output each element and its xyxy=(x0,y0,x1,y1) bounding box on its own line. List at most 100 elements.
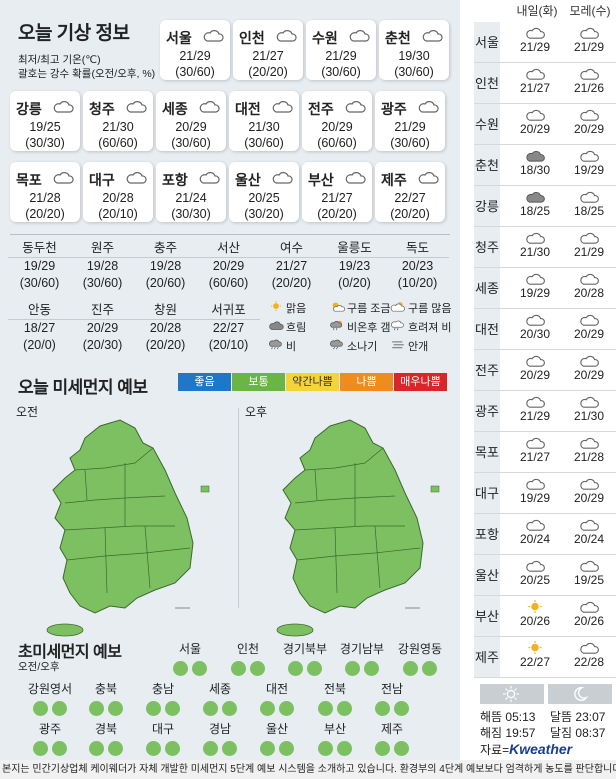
dot-am xyxy=(318,741,333,756)
forecast-city: 세종 xyxy=(474,268,500,309)
pop: (30/60) xyxy=(175,65,215,79)
temp: 19/25 xyxy=(29,120,61,134)
region-name: 경기북부 xyxy=(282,642,328,656)
small-city2-0: 안동 18/27 (20/0) xyxy=(8,300,71,354)
map-label-pm: 오후 xyxy=(245,405,268,419)
forecast-dayafter: 21/26 xyxy=(564,65,614,103)
moonset-time: 달짐 08:37 xyxy=(550,726,606,740)
legend-item-8: 안개 xyxy=(390,338,428,354)
city-name: 세종 xyxy=(162,101,188,117)
forecast-dayafter: 20/24 xyxy=(564,516,614,554)
forecast-dayafter: 21/29 xyxy=(564,229,614,267)
forecast-row-12: 포항 20/24 20/24 xyxy=(474,514,616,555)
dot-pm xyxy=(337,701,352,716)
temp: 21/27 xyxy=(519,81,551,95)
cloud-icon xyxy=(580,437,599,449)
pm25-region-17: 부산 xyxy=(305,720,365,756)
forecast-panel: 내일(화) 모레(수) 서울 21/29 21/29 인천 21/27 21/26 수원 20… xyxy=(474,0,616,760)
row-divider xyxy=(474,144,616,145)
small-city-2: 충주 19/28 (20/60) xyxy=(134,238,197,292)
row-divider xyxy=(474,554,616,555)
city-name: 광주 xyxy=(381,101,407,117)
forecast-city: 서울 xyxy=(474,22,500,63)
city-name: 충주 xyxy=(134,238,197,258)
small-city-6: 독도 20/23 (10/20) xyxy=(386,238,449,292)
cloud-icon xyxy=(526,232,545,244)
dust-level-2: 약간나쁨 xyxy=(286,373,339,391)
temp: 19/23 xyxy=(338,259,371,273)
city-name: 대구 xyxy=(89,172,115,188)
sun-icon xyxy=(528,600,542,614)
city-name: 부산 xyxy=(308,172,334,188)
small-city-3: 서산 20/29 (60/60) xyxy=(197,238,260,292)
small-city-5: 울릉도 19/23 (0/20) xyxy=(323,238,386,292)
cloud-icon xyxy=(526,478,545,490)
temp: 20/29 xyxy=(175,120,207,134)
forecast-dayafter: 21/30 xyxy=(564,393,614,431)
dot-pm xyxy=(108,701,123,716)
pm25-region-4: 강원영동 xyxy=(390,640,450,676)
forecast-city: 울산 xyxy=(474,555,500,596)
temp: 19/28 xyxy=(86,259,119,273)
cloud-icon xyxy=(345,172,366,184)
temp: 21/29 xyxy=(573,245,605,259)
dark-cloud-icon xyxy=(526,191,545,203)
pop: (20/0) xyxy=(23,338,56,352)
forecast-dayafter: 20/29 xyxy=(564,311,614,349)
weather-icon xyxy=(52,170,74,184)
city-name: 춘천 xyxy=(385,30,411,46)
korea-dust-map-pm xyxy=(276,419,440,637)
dot-am xyxy=(89,741,104,756)
city-card-15: 제주 22/27 (20/20) xyxy=(375,162,445,222)
dot-pm xyxy=(165,741,180,756)
row-divider xyxy=(474,308,616,309)
legend-item-6: 비 xyxy=(268,338,296,354)
legend-item-4: 비온후 갬 xyxy=(329,319,391,335)
city-name: 청주 xyxy=(89,101,115,117)
pop: (30/60) xyxy=(171,136,211,150)
dot-am xyxy=(375,741,390,756)
cloud-icon xyxy=(526,355,545,367)
region-name: 전북 xyxy=(323,682,347,696)
cloud-icon xyxy=(580,642,599,654)
forecast-dayafter: 21/29 xyxy=(564,24,614,62)
pm25-sub: 오전/오후 xyxy=(18,661,60,673)
pm25-region-5: 강원영서 xyxy=(20,680,80,716)
cloud-icon xyxy=(526,396,545,408)
pop: (20/20) xyxy=(390,207,430,221)
forecast-tomorrow: 20/29 xyxy=(510,106,560,144)
temp: 21/29 xyxy=(325,49,357,63)
dust-level-4: 매우나쁨 xyxy=(394,373,447,391)
forecast-row-10: 목포 21/27 21/28 xyxy=(474,432,616,473)
city-card-3: 춘천 19/30 (30/60) xyxy=(379,20,449,80)
weather-icon xyxy=(417,99,439,113)
temp: 21/27 xyxy=(519,450,551,464)
region-name: 강원영동 xyxy=(397,642,443,656)
cloud-icon xyxy=(580,519,599,531)
cloud-icon xyxy=(126,172,147,184)
temp: 20/25 xyxy=(519,573,551,587)
region-name: 제주 xyxy=(380,722,404,736)
forecast-row-5: 청주 21/30 21/29 xyxy=(474,227,616,268)
pm25-region-8: 세종 xyxy=(190,680,250,716)
cloud-icon xyxy=(526,68,545,80)
row-divider xyxy=(474,226,616,227)
temp: 20/29 xyxy=(519,368,551,382)
forecast-header-tomorrow: 내일(화) xyxy=(516,4,558,18)
dot-pm xyxy=(222,741,237,756)
city-name: 전주 xyxy=(308,101,334,117)
sunset-time: 해짐 19:57 xyxy=(480,726,536,740)
forecast-tomorrow: 20/24 xyxy=(510,516,560,554)
note-temp: 최저/최고 기온(℃) xyxy=(18,54,101,66)
temp: 20/24 xyxy=(573,532,605,546)
cloud-icon xyxy=(418,172,439,184)
city-card-0: 서울 21/29 (30/60) xyxy=(160,20,230,80)
cloud-icon xyxy=(580,314,599,326)
small-city-4: 여수 21/27 (20/20) xyxy=(260,238,323,292)
temp: 19/25 xyxy=(573,573,605,587)
pop: (30/20) xyxy=(244,207,284,221)
shower-icon xyxy=(330,339,343,350)
temp: 20/29 xyxy=(86,321,119,335)
temp: 22/27 xyxy=(519,655,551,669)
region-name: 인천 xyxy=(236,642,260,656)
